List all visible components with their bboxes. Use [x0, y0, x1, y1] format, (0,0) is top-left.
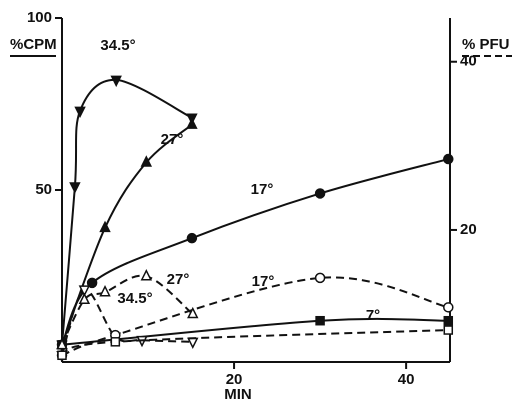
- x-tick-label: 40: [398, 371, 415, 388]
- point: [78, 292, 91, 305]
- point: [314, 188, 326, 199]
- point: [443, 325, 454, 335]
- point: [186, 117, 198, 129]
- y2-tick-label: 40: [460, 53, 477, 70]
- series-line: [61, 78, 193, 345]
- series-label: 27°: [167, 271, 190, 288]
- point: [315, 315, 325, 326]
- point: [314, 272, 326, 284]
- x-axis-label: MIN: [224, 386, 252, 403]
- point: [69, 182, 81, 194]
- point: [187, 337, 199, 349]
- series-label: 7°: [366, 307, 380, 324]
- series-label: 34.5°: [100, 37, 135, 54]
- x-tick-label: 20: [226, 371, 243, 388]
- point: [56, 338, 68, 350]
- point: [443, 302, 454, 313]
- point: [110, 337, 121, 347]
- point: [110, 75, 122, 88]
- point: [57, 350, 67, 361]
- point: [78, 285, 91, 297]
- series-label: 17°: [252, 273, 275, 290]
- point: [140, 269, 153, 281]
- point: [187, 306, 199, 319]
- point: [74, 106, 86, 119]
- y2-axis-label: % PFU: [462, 36, 510, 53]
- y-tick-label: 100: [27, 9, 52, 26]
- point: [99, 220, 111, 233]
- series-line: [61, 123, 193, 346]
- point: [443, 315, 454, 326]
- series-label: 17°: [251, 181, 274, 198]
- y2-tick-label: 20: [460, 221, 477, 238]
- y-axis-label: %CPM: [10, 36, 57, 53]
- point: [443, 153, 454, 165]
- point: [140, 155, 153, 167]
- series-label: 27°: [161, 131, 184, 148]
- y-tick-label: 50: [35, 181, 52, 198]
- series-line: [61, 329, 449, 357]
- point: [99, 285, 111, 297]
- series-line: [61, 274, 194, 346]
- point: [186, 232, 198, 244]
- point: [86, 277, 98, 289]
- series-label: 34.5°: [117, 290, 152, 307]
